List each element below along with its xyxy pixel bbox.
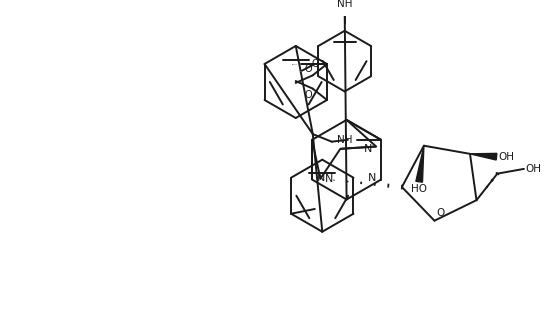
Text: methoxy: methoxy xyxy=(299,70,305,71)
Text: HO: HO xyxy=(411,184,427,194)
Text: methoxy: methoxy xyxy=(292,63,299,65)
Text: N: N xyxy=(317,173,325,183)
Text: N: N xyxy=(364,144,373,155)
Text: OH: OH xyxy=(526,164,542,174)
Text: O: O xyxy=(304,90,312,99)
Text: O: O xyxy=(304,65,312,74)
Text: N: N xyxy=(368,173,376,183)
Text: NH: NH xyxy=(337,0,353,9)
Text: N: N xyxy=(325,174,334,184)
Polygon shape xyxy=(416,146,424,182)
Text: O: O xyxy=(312,59,319,69)
Text: NH: NH xyxy=(337,135,353,145)
Text: OH: OH xyxy=(498,152,514,162)
Text: O: O xyxy=(436,208,445,218)
Polygon shape xyxy=(470,154,497,160)
